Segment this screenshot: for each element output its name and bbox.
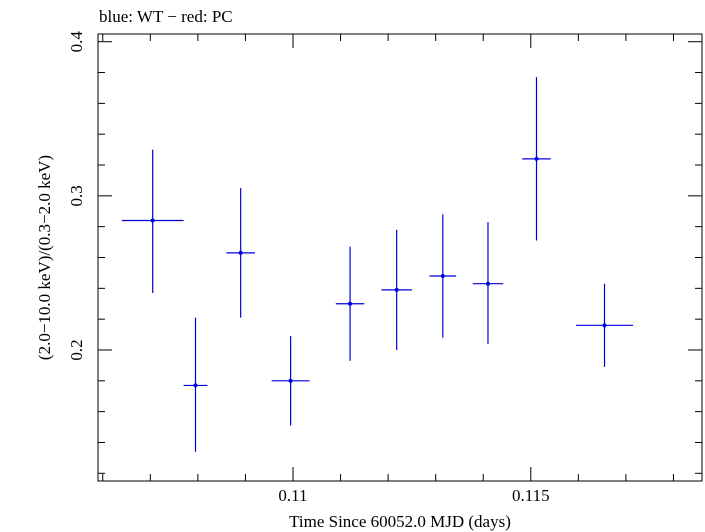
y-tick-label: 0.2 xyxy=(67,339,86,360)
y-axis-label: (2.0−10.0 keV)/(0.3−2.0 keV) xyxy=(35,155,54,360)
data-point xyxy=(394,287,399,292)
data-point xyxy=(348,301,353,306)
data-point xyxy=(193,383,198,388)
data-point xyxy=(288,378,293,383)
y-axis-tick-labels: 0.2 0.3 0.4 xyxy=(67,31,86,361)
x-tick-label: 0.11 xyxy=(278,486,307,505)
data-point xyxy=(150,218,155,223)
y-tick-label: 0.4 xyxy=(67,31,86,53)
y-tick-label: 0.3 xyxy=(67,185,86,206)
data-point xyxy=(485,281,490,286)
data-point xyxy=(440,273,445,278)
x-axis-label: Time Since 60052.0 MJD (days) xyxy=(289,512,511,531)
data-point xyxy=(534,156,539,161)
x-axis-tick-labels: 0.11 0.115 xyxy=(278,486,549,505)
y-axis-ticks xyxy=(98,41,702,474)
data-point xyxy=(602,323,607,328)
chart-title: blue: WT − red: PC xyxy=(99,7,233,26)
x-tick-label: 0.115 xyxy=(512,486,550,505)
data-point xyxy=(238,250,243,255)
data-points xyxy=(121,77,634,452)
x-axis-ticks xyxy=(102,34,674,481)
